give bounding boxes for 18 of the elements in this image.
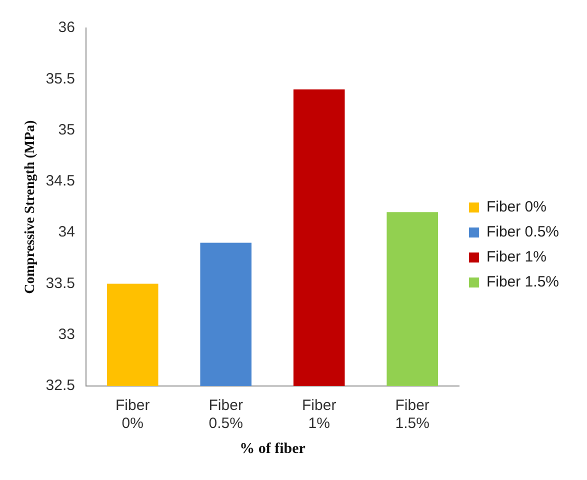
legend-label: Fiber 0% bbox=[486, 198, 546, 216]
legend-label: Fiber 1% bbox=[486, 248, 546, 266]
x-tick-label: Fiber 0.5% bbox=[208, 397, 243, 432]
x-tick-label: Fiber 0% bbox=[116, 397, 150, 432]
y-tick-label: 34.5 bbox=[46, 172, 75, 190]
y-axis-title: Compressive Strength (MPa) bbox=[23, 120, 38, 294]
y-tick-label: 33 bbox=[58, 326, 75, 343]
y-tick-label: 32.5 bbox=[46, 377, 75, 394]
y-tick-label: 34 bbox=[58, 224, 75, 241]
y-tick-label: 35.5 bbox=[46, 70, 75, 88]
x-tick-label: Fiber 1% bbox=[302, 397, 336, 432]
legend-label: Fiber 0.5% bbox=[486, 224, 560, 241]
x-tick-label: Fiber 1.5% bbox=[395, 397, 430, 432]
y-tick-label: 36 bbox=[58, 19, 75, 36]
x-axis-title: % of fiber bbox=[240, 440, 306, 457]
legend-label: Fiber 1.5% bbox=[486, 274, 560, 291]
y-tick-label: 35 bbox=[58, 121, 75, 138]
y-tick-label: 33.5 bbox=[46, 274, 75, 292]
